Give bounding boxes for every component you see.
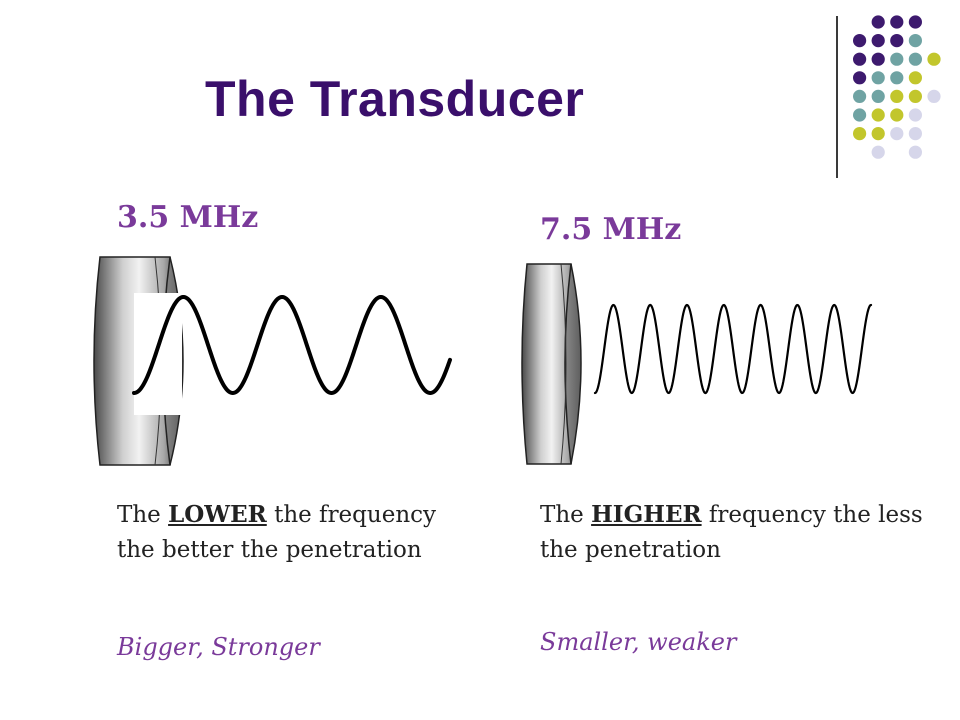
left-frequency-label: 3.5 MHz [117, 200, 259, 235]
decorative-dot [853, 52, 867, 66]
right-description: The HIGHER frequency the less the penetr… [540, 501, 923, 563]
high-frequency-wave [593, 303, 873, 395]
decorative-dot [890, 127, 904, 141]
decorative-dot [871, 15, 885, 29]
left-note: Bigger, Stronger [117, 633, 320, 661]
higher-emphasis: HIGHER [591, 501, 702, 528]
decorative-dot [908, 89, 922, 103]
right-frequency-label: 7.5 MHz [540, 212, 682, 247]
decorative-divider-line [836, 16, 838, 178]
decorative-dot [853, 127, 867, 141]
decorative-dot [871, 71, 885, 85]
decorative-dot [871, 108, 885, 122]
right-note: Smaller, weaker [540, 628, 737, 656]
decorative-dot [927, 52, 941, 66]
slide-title: The Transducer [205, 71, 585, 127]
decorative-dot [908, 145, 922, 159]
low-frequency-wave [132, 295, 452, 396]
decorative-dot [871, 145, 885, 159]
decorative-dot [908, 34, 922, 48]
decorative-dot [853, 71, 867, 85]
decorative-dot [890, 71, 904, 85]
decorative-dot [890, 34, 904, 48]
decorative-dot [927, 89, 941, 103]
decorative-dot [908, 71, 922, 85]
decorative-dot [908, 52, 922, 66]
high-frequency-transducer-figure [521, 263, 873, 465]
decorative-dot [908, 108, 922, 122]
decorative-dot [890, 108, 904, 122]
decorative-dot [871, 89, 885, 103]
decorative-dot [853, 34, 867, 48]
decorative-dot [871, 52, 885, 66]
low-frequency-transducer-figure [93, 256, 452, 466]
decorative-dot-grid [853, 15, 941, 159]
decorative-dot [908, 127, 922, 141]
decorative-dot [853, 89, 867, 103]
decorative-dot [908, 15, 922, 29]
left-description: The LOWER the frequency the better the p… [117, 501, 437, 563]
decorative-dot [871, 127, 885, 141]
decorative-dot [871, 34, 885, 48]
decorative-dot [890, 52, 904, 66]
lower-emphasis: LOWER [168, 501, 267, 528]
decorative-dot [853, 108, 867, 122]
decorative-dot [890, 89, 904, 103]
transducer-rim [564, 263, 582, 465]
decorative-dot [890, 15, 904, 29]
